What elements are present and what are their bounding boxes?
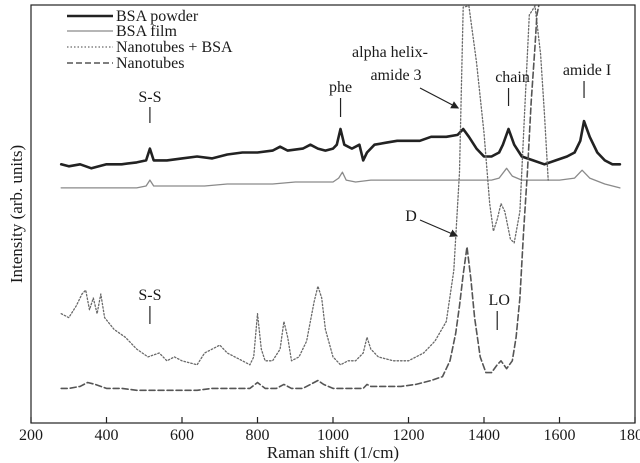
series-layer bbox=[59, 5, 622, 392]
legend-label-bsa-powder: BSA powder bbox=[116, 8, 199, 25]
series-line-nanotubes-bsa bbox=[60, 5, 549, 366]
x-tick-label-600: 600 bbox=[170, 427, 194, 444]
y-axis-title: Intensity (arb. units) bbox=[7, 145, 26, 283]
annotation-alpha-helix: alpha helix- bbox=[352, 44, 428, 61]
series-line-bsa-film bbox=[60, 167, 621, 189]
x-tick-label-1000: 1000 bbox=[317, 427, 349, 444]
x-tick-label-400: 400 bbox=[95, 427, 119, 444]
legend-label-bsa-film: BSA film bbox=[116, 23, 177, 40]
annotation-amide-i: amide I bbox=[563, 62, 611, 79]
x-tick-label-200: 200 bbox=[19, 427, 43, 444]
x-tick-label-800: 800 bbox=[246, 427, 270, 444]
legend-label-nanotubes: Nanotubes bbox=[116, 55, 184, 72]
legend: BSA powder BSA film Nanotubes + BSA Nano… bbox=[67, 8, 233, 72]
annotation-amide3: amide 3 bbox=[370, 67, 421, 84]
annotation-lo: LO bbox=[489, 292, 510, 309]
series-line-bsa-powder bbox=[59, 119, 622, 170]
x-axis-ticks: 200 400 600 800 1000 1200 1400 1600 1800 bbox=[19, 417, 640, 444]
annotation-alpha-helix-arrow bbox=[419, 87, 460, 109]
x-axis-title: Raman shift (1/cm) bbox=[267, 443, 399, 462]
series-line-nanotubes bbox=[60, 5, 540, 392]
legend-label-nanotubes-bsa: Nanotubes + BSA bbox=[116, 39, 233, 56]
x-tick-label-1400: 1400 bbox=[468, 427, 500, 444]
annotation-d-band: D bbox=[405, 208, 417, 225]
annotation-chain: chain bbox=[495, 69, 530, 86]
annotation-phe: phe bbox=[329, 79, 352, 96]
annotation-layer: S-S phe alpha helix-amide 3 chain amide I S-S… bbox=[138, 44, 611, 330]
annotation-d-band-arrow bbox=[419, 219, 459, 237]
annotation-ss-bsa: S-S bbox=[138, 89, 161, 106]
x-tick-label-1600: 1600 bbox=[544, 427, 576, 444]
x-tick-label-1200: 1200 bbox=[393, 427, 425, 444]
annotation-ss-nanotubes-bsa: S-S bbox=[138, 287, 161, 304]
x-tick-label-1800: 1800 bbox=[619, 427, 640, 444]
